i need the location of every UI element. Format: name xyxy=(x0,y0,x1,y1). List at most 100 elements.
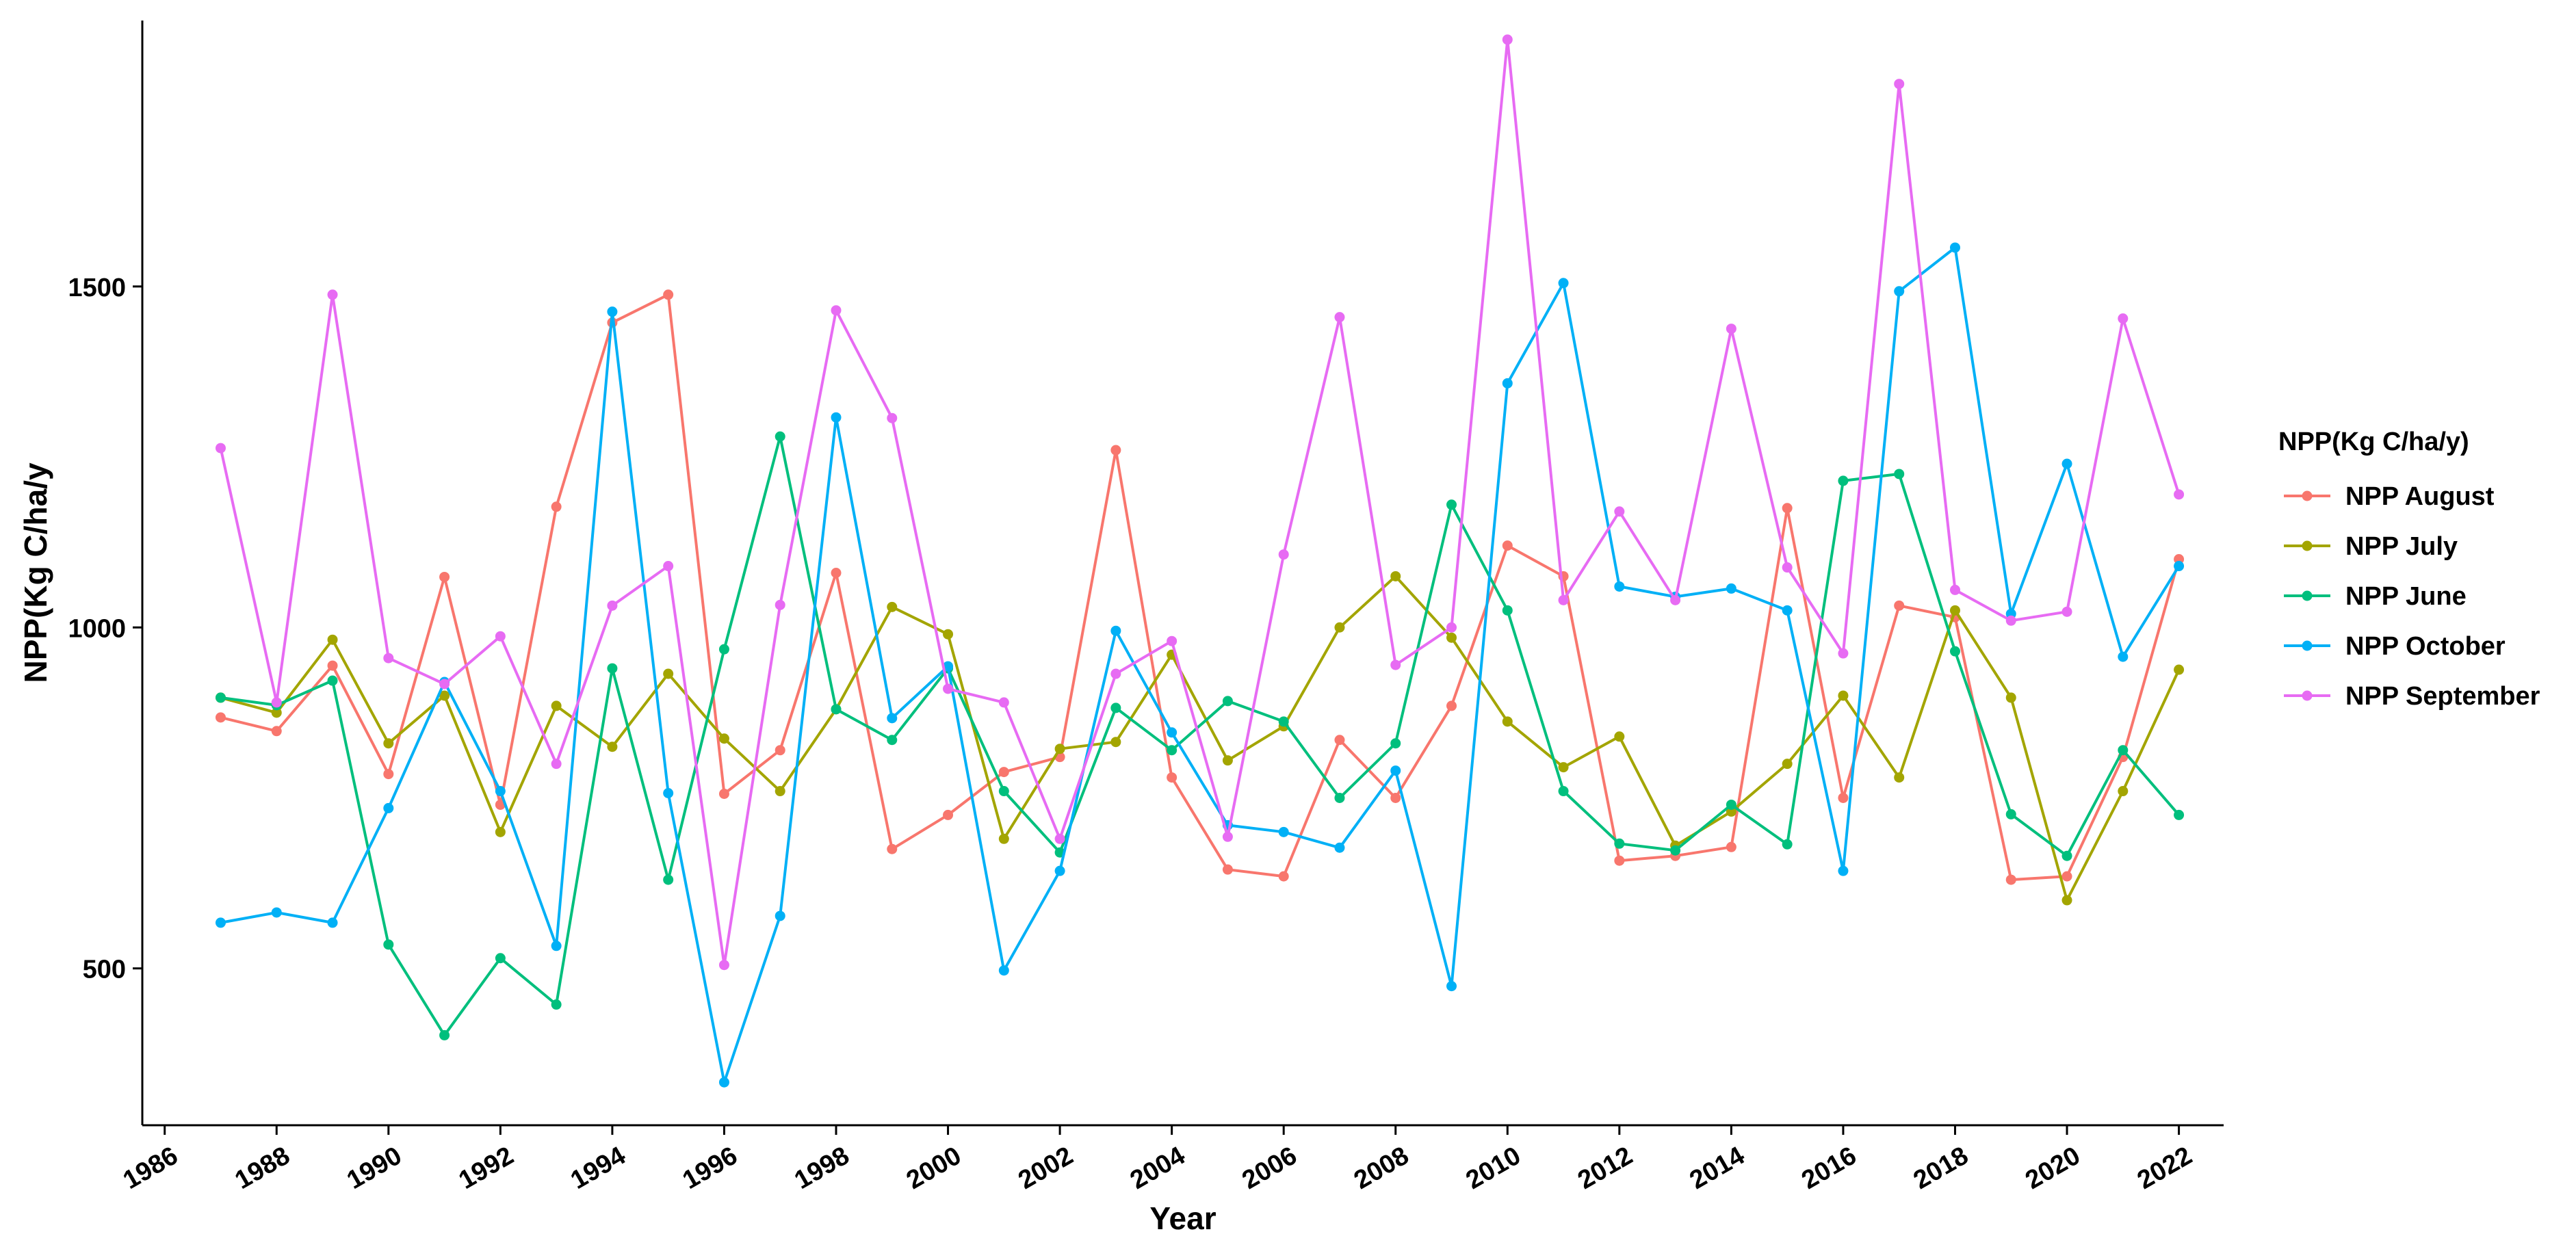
data-point xyxy=(551,941,562,951)
y-axis-title: NPP(Kg C/ha/y xyxy=(18,462,53,683)
data-point xyxy=(2174,489,2185,500)
data-point xyxy=(607,663,618,674)
x-tick-label: 1998 xyxy=(790,1141,854,1195)
x-tick-label: 2012 xyxy=(1573,1141,1637,1195)
series-layer xyxy=(215,34,2185,1088)
data-point xyxy=(439,1029,450,1040)
x-tick-label: 2004 xyxy=(1126,1141,1190,1195)
data-point xyxy=(1502,540,1513,551)
data-point xyxy=(831,568,842,578)
data-point xyxy=(1502,378,1513,389)
data-point xyxy=(1167,635,1178,646)
x-tick-label: 2020 xyxy=(2020,1141,2085,1195)
x-tick-label: 1994 xyxy=(566,1141,630,1195)
data-point xyxy=(327,289,338,300)
data-point xyxy=(1054,744,1065,754)
data-point xyxy=(718,1077,729,1088)
data-point xyxy=(1110,445,1121,456)
data-point xyxy=(1838,475,1849,486)
data-point xyxy=(2005,615,2016,626)
data-point xyxy=(1782,605,1793,616)
data-point xyxy=(1782,503,1793,514)
legend-label: NPP October xyxy=(2345,632,2506,661)
series-npp-june xyxy=(215,431,2185,1040)
data-point xyxy=(1390,570,1401,581)
data-point xyxy=(1054,865,1065,876)
x-tick-label: 2000 xyxy=(902,1141,966,1195)
data-point xyxy=(1110,668,1121,679)
data-point xyxy=(2061,895,2072,906)
data-point xyxy=(1949,605,1960,616)
data-point xyxy=(1838,648,1849,659)
data-point xyxy=(1558,278,1569,289)
data-point xyxy=(1726,841,1736,852)
data-point xyxy=(1726,583,1736,594)
data-point xyxy=(1670,845,1681,856)
legend-swatch-point xyxy=(2302,640,2313,651)
data-point xyxy=(1110,737,1121,748)
data-point xyxy=(663,874,674,885)
data-point xyxy=(998,786,1009,797)
data-point xyxy=(1110,625,1121,636)
data-point xyxy=(1222,755,1233,766)
data-point xyxy=(439,690,450,701)
data-point xyxy=(2005,809,2016,819)
x-tick-label: 2008 xyxy=(1349,1141,1414,1195)
data-point xyxy=(1167,727,1178,738)
data-point xyxy=(2118,786,2129,797)
data-point xyxy=(1334,735,1345,746)
data-point xyxy=(1167,745,1178,756)
legend-label: NPP June xyxy=(2345,582,2467,611)
data-point xyxy=(2174,561,2185,572)
data-point xyxy=(1334,842,1345,853)
data-point xyxy=(1446,632,1457,643)
data-point xyxy=(271,707,282,718)
data-point xyxy=(831,412,842,423)
data-point xyxy=(607,741,618,752)
data-point xyxy=(663,668,674,679)
y-tick-label: 1000 xyxy=(68,614,126,643)
data-point xyxy=(1278,716,1289,727)
data-point xyxy=(1334,792,1345,803)
data-point xyxy=(271,907,282,918)
data-point xyxy=(1390,765,1401,776)
data-point xyxy=(495,631,506,642)
data-point xyxy=(887,713,898,724)
data-point xyxy=(998,965,1009,976)
legend-item-npp-june: NPP June xyxy=(2284,582,2467,611)
data-point xyxy=(775,599,785,610)
data-point xyxy=(718,644,729,655)
data-point xyxy=(1446,700,1457,711)
data-point xyxy=(495,953,506,964)
y-tick-label: 500 xyxy=(83,956,126,984)
data-point xyxy=(1894,772,1905,783)
data-point xyxy=(2118,651,2129,662)
y-ticks: 500 1000 1500 xyxy=(68,274,142,984)
data-point xyxy=(1110,703,1121,713)
series-line-npp-august xyxy=(220,293,2181,882)
data-point xyxy=(718,733,729,744)
x-tick-label: 2006 xyxy=(1237,1141,1301,1195)
data-point xyxy=(383,653,394,664)
data-point xyxy=(1558,762,1569,773)
data-point xyxy=(1726,324,1736,334)
x-tick-label: 2022 xyxy=(2133,1141,2197,1195)
data-point xyxy=(551,501,562,512)
data-point xyxy=(1390,792,1401,803)
data-point xyxy=(775,910,785,921)
data-point xyxy=(1390,738,1401,749)
data-point xyxy=(887,601,898,612)
data-point xyxy=(1278,549,1289,560)
x-tick-label: 2016 xyxy=(1797,1141,1861,1195)
data-point xyxy=(215,917,226,928)
data-point xyxy=(271,697,282,708)
data-point xyxy=(551,759,562,770)
data-point xyxy=(1614,838,1625,849)
data-point xyxy=(383,769,394,780)
data-point xyxy=(1949,242,1960,253)
data-point xyxy=(1167,772,1178,783)
data-point xyxy=(1222,696,1233,707)
data-point xyxy=(215,692,226,703)
data-point xyxy=(663,561,674,572)
data-point xyxy=(2061,850,2072,861)
